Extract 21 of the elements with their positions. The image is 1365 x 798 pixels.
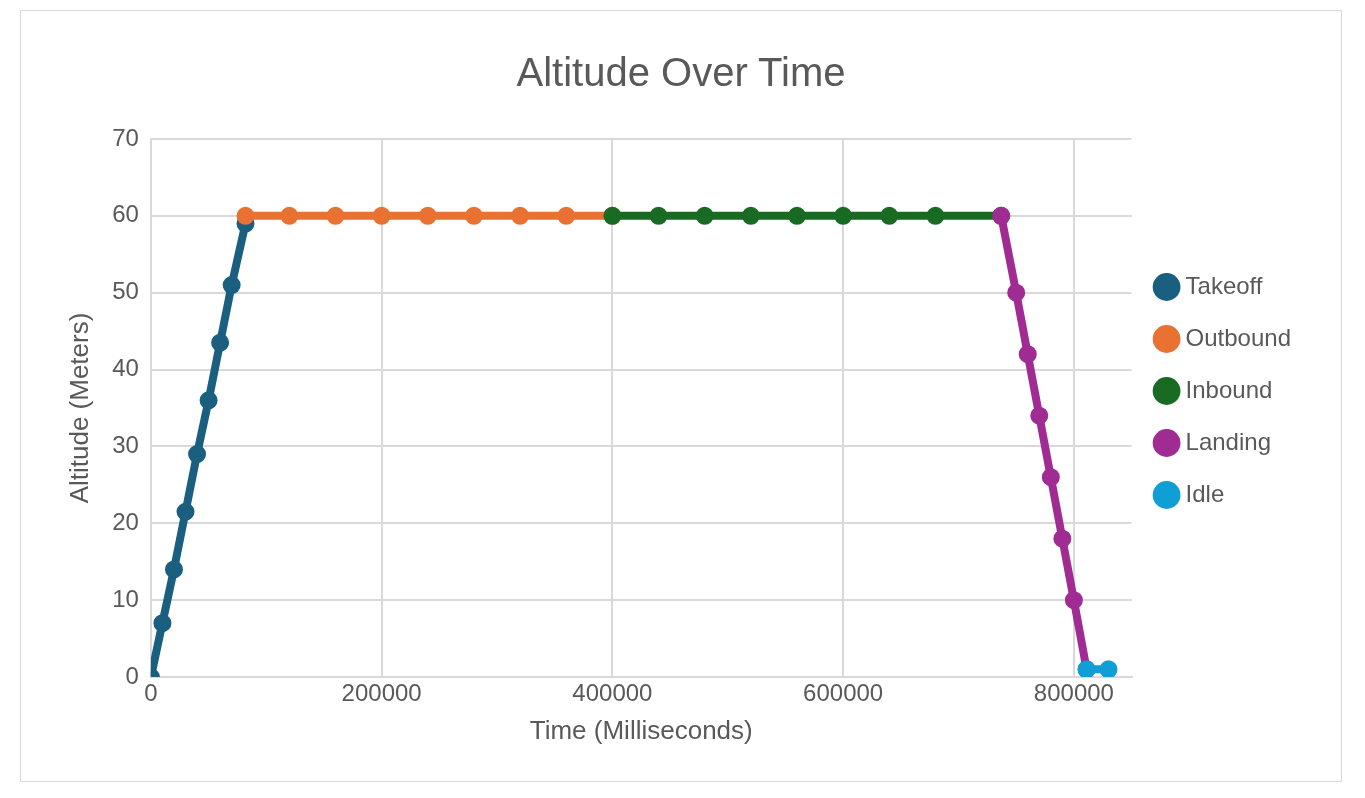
legend-label: Landing	[1185, 427, 1271, 455]
y-tick-label: 0	[125, 661, 139, 689]
chart-title: Altitude Over Time	[516, 50, 846, 95]
y-axis-title: Altitude (Meters)	[63, 312, 94, 504]
y-tick-label: 70	[112, 123, 139, 151]
y-tick-label: 50	[112, 277, 139, 305]
y-tick-label: 30	[112, 431, 139, 459]
x-tick-label: 400000	[572, 679, 653, 707]
legend-label: Inbound	[1185, 375, 1273, 403]
x-tick-label: 200000	[341, 679, 422, 707]
y-tick-label: 40	[112, 354, 139, 382]
legend-label: Outbound	[1185, 323, 1291, 351]
legend-label: Takeoff	[1185, 271, 1263, 299]
x-tick-label: 0	[144, 679, 158, 707]
y-tick-label: 20	[112, 507, 139, 535]
y-tick-label: 10	[112, 584, 139, 612]
x-axis-title: Time (Milliseconds)	[529, 714, 753, 745]
x-tick-label: 600000	[803, 679, 884, 707]
legend-label: Idle	[1185, 479, 1225, 507]
x-tick-label: 800000	[1033, 679, 1114, 707]
y-tick-label: 60	[112, 200, 139, 228]
